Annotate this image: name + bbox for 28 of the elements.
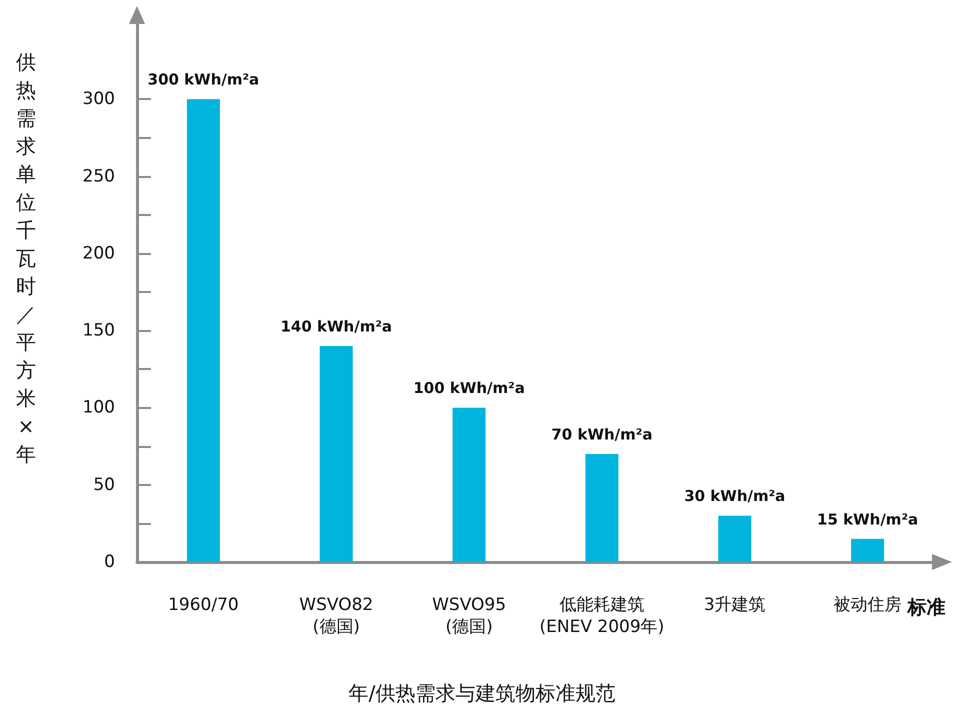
data-label: 70 kWh/m²a: [551, 426, 652, 444]
y-tick-label: 300: [82, 89, 115, 110]
bar: [320, 346, 353, 562]
text: 年/供热需求与建筑物标准规范: [348, 681, 616, 705]
bar: [186, 99, 220, 562]
x-tick-label: 3升建筑: [704, 595, 766, 615]
x-tick-label: 被动住房: [834, 595, 902, 615]
x-tick-label: WSVO95 (德国): [432, 595, 506, 637]
data-label: 300 kWh/m²a: [148, 70, 260, 89]
y-tick-label: 250: [82, 166, 115, 186]
y-tick-label: 200: [82, 243, 115, 264]
y-tick-label: 0: [104, 552, 115, 572]
bar: [851, 538, 884, 562]
x-axis-title: 标准: [906, 596, 946, 618]
data-label: 15 kWh/m²a: [817, 510, 918, 528]
bar: [585, 454, 618, 562]
bar: [452, 408, 486, 562]
bar: [718, 516, 752, 562]
data-label: 140 kWh/m²a: [280, 318, 392, 336]
x-tick-label: WSVO82 (德国): [299, 595, 374, 637]
y-tick-label: 50: [93, 474, 115, 495]
y-tick-label: 150: [82, 320, 115, 341]
data-label: 30 kWh/m²a: [684, 487, 786, 506]
x-tick-label: 1960/70: [168, 595, 239, 615]
data-label: 100 kWh/m²a: [413, 379, 525, 398]
y-tick-label: 100: [82, 398, 115, 418]
x-tick-label: 低能耗建筑 (ENEV 2009年): [540, 595, 664, 637]
text: 供热需求单位千瓦时／平方米×年: [16, 50, 36, 466]
